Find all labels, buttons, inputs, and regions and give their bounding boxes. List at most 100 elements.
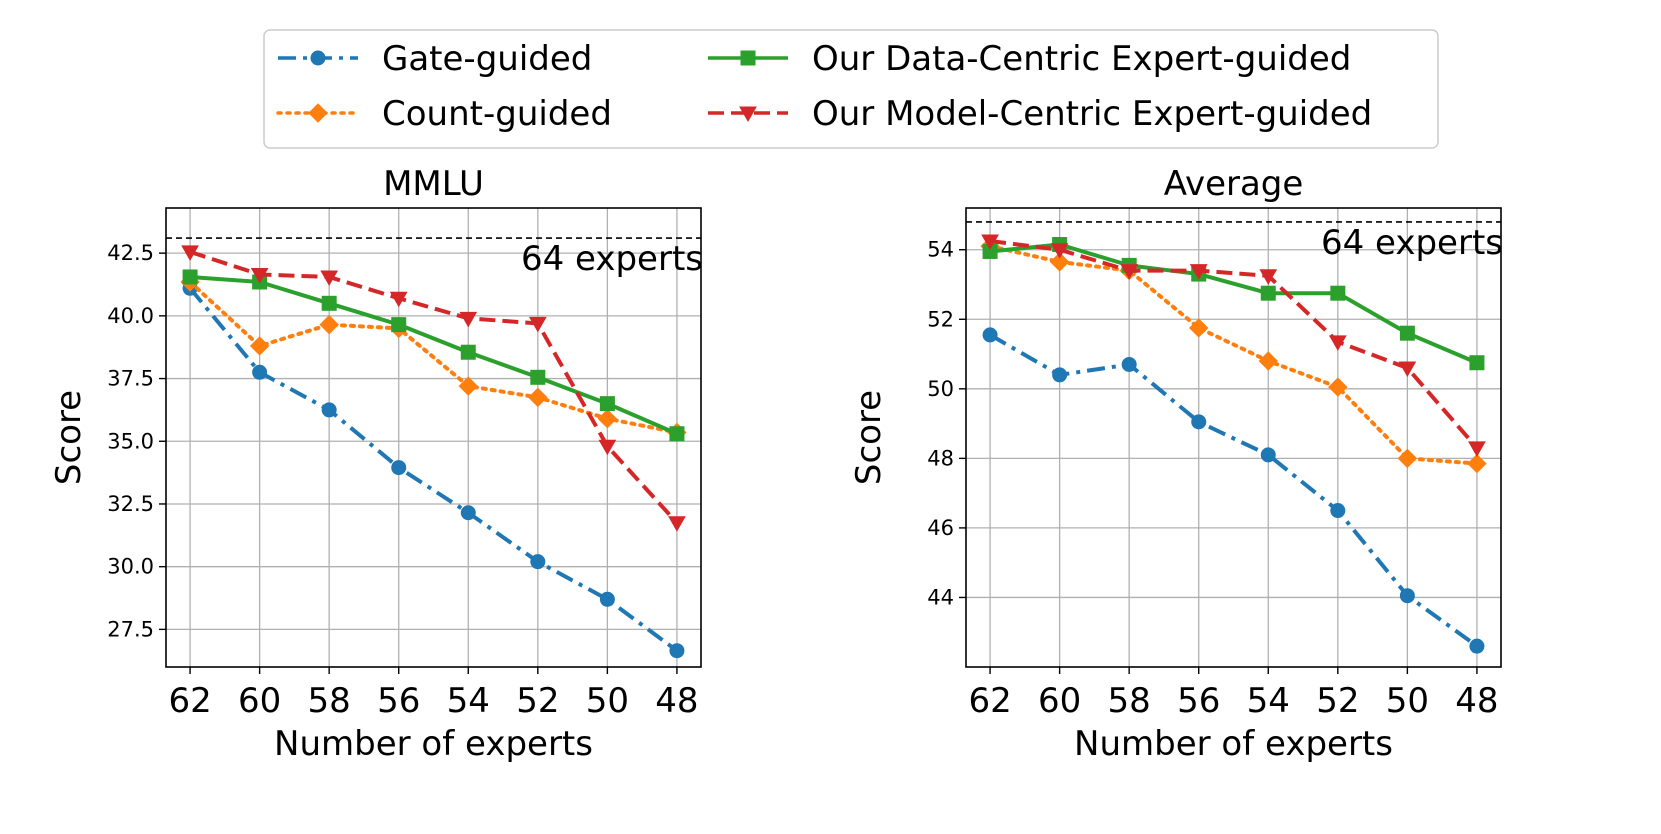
- series-line: [989, 242, 1478, 365]
- legend-frame: [263, 29, 1439, 149]
- x-tick-label: 62: [168, 681, 211, 721]
- x-axis: 62 60 58 56 54 52 50 48: [968, 667, 1499, 721]
- data-point-62: [182, 269, 198, 285]
- reference-label: 64 experts: [1321, 223, 1503, 263]
- mmlu-panel: 64 experts 62 60 58 56 54 52 50 48 27.5 30.0 32.5 35…: [49, 164, 703, 764]
- y-axis: 44 46 48 50 52 54: [927, 238, 966, 609]
- series-count-guided: [180, 272, 687, 443]
- data-point-60: [250, 267, 269, 284]
- legend-label: Count-guided: [382, 94, 612, 134]
- data-point-48: [1469, 638, 1485, 654]
- y-tick-label: 44: [927, 585, 954, 609]
- series-line: [989, 333, 1479, 648]
- data-point-52: [1330, 503, 1346, 519]
- data-point-58: [321, 295, 337, 311]
- legend-label: Our Model-Centric Expert-guided: [812, 94, 1372, 134]
- y-tick-label: 52: [927, 307, 954, 331]
- y-tick-label: 32.5: [107, 492, 154, 516]
- data-point-54: [459, 311, 478, 328]
- data-point-60: [1052, 367, 1068, 383]
- legend-marker-triangle-down: [739, 106, 757, 123]
- data-point-50: [598, 439, 617, 456]
- x-tick-label: 48: [655, 681, 698, 721]
- data-point-60: [1049, 252, 1070, 272]
- y-tick-label: 35.0: [107, 429, 154, 453]
- data-point-62: [981, 234, 999, 251]
- data-point-54: [1260, 447, 1276, 463]
- series-our-model-centric-expert-guided: [181, 245, 686, 532]
- average-panel: 64 experts 62 60 58 56 54 52 50 48 44 46 48 50 52 54 Av…: [849, 164, 1503, 764]
- data-point-52: [1328, 377, 1348, 397]
- series-line: [189, 274, 678, 436]
- data-point-60: [252, 364, 268, 380]
- legend-label: Gate-guided: [382, 39, 592, 79]
- data-point-56: [1189, 318, 1209, 338]
- series-line: [188, 279, 679, 435]
- data-point-56: [389, 291, 408, 308]
- chart-title: Average: [1164, 164, 1304, 204]
- x-tick-label: 50: [1386, 681, 1429, 721]
- chart-title: MMLU: [383, 164, 484, 204]
- data-point-54: [460, 505, 476, 521]
- data-point-48: [668, 516, 686, 532]
- data-point-60: [1050, 243, 1069, 259]
- data-point-52: [1330, 285, 1346, 301]
- data-point-50: [1399, 588, 1415, 604]
- data-point-52: [530, 554, 546, 570]
- x-tick-label: 56: [377, 681, 420, 721]
- x-tick-label: 52: [516, 681, 559, 721]
- x-tick-label: 52: [1316, 681, 1359, 721]
- y-tick-label: 48: [927, 446, 954, 470]
- x-axis-label: Number of experts: [1074, 724, 1393, 764]
- x-tick-label: 62: [968, 681, 1011, 721]
- legend: Gate-guided Count-guided Our Data-Centric …: [263, 29, 1439, 149]
- data-point-52: [530, 369, 546, 385]
- axes-frame: [965, 207, 1502, 668]
- data-point-50: [599, 591, 615, 607]
- x-tick-label: 60: [1038, 681, 1081, 721]
- y-tick-label: 40.0: [107, 304, 154, 328]
- legend-label: Our Data-Centric Expert-guided: [812, 39, 1351, 79]
- x-tick-label: 54: [447, 681, 490, 721]
- data-point-48: [1467, 453, 1487, 474]
- data-point-48: [669, 643, 685, 659]
- y-tick-label: 46: [927, 516, 954, 540]
- data-point-52: [1328, 335, 1347, 351]
- series-count-guided: [980, 236, 1487, 474]
- data-point-48: [1468, 441, 1486, 457]
- x-tick-label: 50: [586, 681, 629, 721]
- legend-entry-count-guided: Count-guided: [276, 94, 612, 134]
- reference-label: 64 experts: [521, 239, 703, 279]
- x-tick-label: 56: [1177, 681, 1220, 721]
- y-tick-label: 54: [927, 238, 954, 262]
- x-axis-label: Number of experts: [274, 724, 593, 764]
- y-tick-label: 30.0: [107, 555, 154, 579]
- data-point-50: [1399, 325, 1415, 341]
- legend-entry-our-model-centric-expert-guided: Our Model-Centric Expert-guided: [708, 94, 1372, 134]
- data-point-54: [1258, 351, 1278, 371]
- y-tick-label: 27.5: [107, 617, 154, 641]
- data-point-50: [599, 396, 615, 412]
- x-tick-label: 48: [1455, 681, 1498, 721]
- series-line: [989, 239, 1479, 450]
- y-axis: 27.5 30.0 32.5 35.0 37.5 40.0 42.5: [107, 241, 166, 641]
- data-point-58: [1120, 264, 1139, 280]
- data-point-60: [249, 336, 270, 356]
- data-point-50: [1397, 448, 1418, 469]
- axes-frame: [165, 207, 702, 668]
- data-point-62: [982, 327, 998, 343]
- legend-marker-square: [740, 50, 756, 66]
- data-point-58: [321, 402, 337, 418]
- y-axis-label: Score: [849, 390, 889, 485]
- y-tick-label: 37.5: [107, 367, 154, 391]
- series-line: [189, 249, 679, 525]
- legend-marker-diamond: [308, 103, 328, 123]
- series-line: [988, 244, 1479, 466]
- data-point-52: [528, 316, 547, 333]
- data-point-56: [391, 460, 407, 476]
- data-point-54: [460, 344, 476, 360]
- data-point-62: [181, 245, 199, 261]
- data-point-52: [528, 387, 548, 408]
